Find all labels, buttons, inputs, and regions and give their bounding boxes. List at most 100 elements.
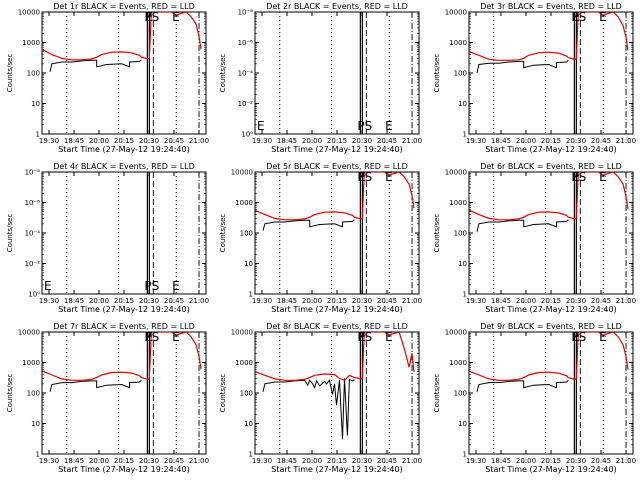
panel-title: Det 6r BLACK = Events, RED = LLD: [480, 162, 622, 171]
y-tick-label: 10000: [231, 169, 253, 177]
x-tick-label: 20:45: [591, 297, 611, 305]
y-axis-title: Counts/sec: [6, 214, 14, 253]
x-tick-label: 18:45: [277, 297, 297, 305]
panel-title: Det 2r BLACK = Events, RED = LLD: [266, 2, 408, 11]
marker-label-e: E: [145, 330, 153, 344]
y-tick-label: 10⁰: [241, 131, 253, 139]
panel-2: Det 2r BLACK = Events, RED = LLD 10⁰ 10⁻² 1…: [219, 2, 422, 154]
x-tick-label: 20:15: [114, 137, 134, 145]
y-tick-label: 10⁻⁴: [25, 230, 41, 238]
panel-9: Det 9r BLACK = Events, RED = LLD 1 10 100 10…: [433, 322, 636, 474]
x-tick-label: 20:00: [302, 297, 322, 305]
marker-label-ps: PS: [571, 10, 586, 24]
x-tick-label: 20:45: [377, 137, 397, 145]
x-tick-label: 18:45: [64, 297, 84, 305]
y-tick-label: 10⁻⁶: [238, 39, 254, 47]
y-tick-label: 1: [36, 131, 40, 139]
marker-label-e: E: [358, 330, 366, 344]
x-tick-label: 21:00: [616, 137, 636, 145]
y-tick-label: 1: [463, 291, 467, 299]
x-tick-label: 20:45: [591, 137, 611, 145]
y-tick-label: 10: [244, 260, 253, 268]
y-tick-label: 10: [244, 420, 253, 428]
y-tick-label: 1: [36, 451, 40, 459]
y-tick-label: 1000: [449, 199, 467, 207]
x-tick-label: 19:30: [252, 137, 272, 145]
marker-label-ps: PS: [357, 170, 372, 184]
y-tick-label: 10: [31, 100, 40, 108]
x-tick-label: 20:30: [352, 297, 372, 305]
panel-title: Det 3r BLACK = Events, RED = LLD: [480, 2, 622, 11]
events-series-line: [476, 219, 569, 232]
x-tick-label: 19:30: [466, 137, 486, 145]
x-tick-label: 18:45: [64, 457, 84, 465]
x-tick-label: 19:30: [39, 137, 59, 145]
x-tick-label: 19:30: [252, 457, 272, 465]
x-tick-label: 20:15: [541, 137, 561, 145]
panel-7: Det 7r BLACK = Events, RED = LLD 1 10 100 10…: [6, 322, 209, 474]
lld-series-line: [42, 332, 202, 381]
lld-series-line: [255, 172, 415, 221]
marker-label-e: E: [572, 330, 580, 344]
events-series-line: [476, 59, 569, 74]
y-tick-label: 10000: [445, 329, 467, 337]
y-tick-label: 1000: [235, 199, 253, 207]
x-tick-label: 20:00: [516, 137, 536, 145]
panel-8: Det 8r BLACK = Events, RED = LLD 1 10 100 10…: [219, 322, 422, 474]
marker-label-e-late: E: [599, 10, 607, 24]
x-tick-label: 20:30: [566, 137, 586, 145]
x-axis-title: Start Time (27-May-12 19:24:40): [58, 305, 189, 314]
y-tick-label: 10000: [18, 329, 40, 337]
y-tick-label: 1000: [449, 359, 467, 367]
x-tick-label: 20:15: [327, 297, 347, 305]
x-tick-label: 20:30: [139, 457, 159, 465]
lld-series-line: [469, 12, 629, 61]
x-tick-label: 20:45: [377, 457, 397, 465]
lld-series-line: [255, 332, 415, 382]
panel-6: Det 6r BLACK = Events, RED = LLD 1 10 100 10…: [433, 162, 636, 314]
y-axis-title: Counts/sec: [433, 214, 441, 253]
x-tick-label: 20:00: [89, 137, 109, 145]
x-tick-label: 20:15: [327, 457, 347, 465]
x-tick-label: 20:00: [302, 457, 322, 465]
x-tick-label: 20:45: [164, 297, 184, 305]
x-tick-label: 20:45: [377, 297, 397, 305]
x-tick-label: 20:00: [516, 297, 536, 305]
y-tick-label: 1: [463, 131, 467, 139]
x-tick-label: 18:45: [491, 137, 511, 145]
x-tick-label: 19:30: [466, 297, 486, 305]
y-tick-label: 10⁻²: [238, 100, 254, 108]
x-axis-title: Start Time (27-May-12 19:24:40): [271, 305, 402, 314]
marker-label-e-late: E: [599, 330, 607, 344]
x-tick-label: 21:00: [189, 137, 209, 145]
y-tick-label: 10000: [445, 169, 467, 177]
y-tick-label: 1000: [235, 359, 253, 367]
x-tick-label: 21:00: [402, 457, 422, 465]
marker-label-ps: PS: [144, 279, 159, 293]
panel-title: Det 8r BLACK = Events, RED = LLD: [266, 322, 408, 331]
marker-label-e: E: [257, 119, 265, 133]
x-tick-label: 20:00: [89, 457, 109, 465]
x-tick-label: 21:00: [616, 457, 636, 465]
y-tick-label: 10: [31, 420, 40, 428]
x-tick-label: 21:00: [616, 297, 636, 305]
marker-label-e: E: [145, 10, 153, 24]
x-tick-label: 18:45: [491, 297, 511, 305]
marker-label-ps: PS: [571, 330, 586, 344]
x-tick-label: 20:15: [541, 297, 561, 305]
y-tick-label: 100: [240, 230, 253, 238]
x-axis-title: Start Time (27-May-12 19:24:40): [485, 465, 616, 474]
y-axis-title: Counts/sec: [433, 54, 441, 93]
x-tick-label: 20:15: [541, 457, 561, 465]
x-tick-label: 21:00: [402, 297, 422, 305]
y-tick-label: 1: [249, 451, 253, 459]
marker-label-e-late: E: [172, 330, 180, 344]
lld-series-line: [469, 332, 629, 381]
y-axis-title: Counts/sec: [219, 214, 227, 253]
x-axis-title: Start Time (27-May-12 19:24:40): [485, 305, 616, 314]
events-series-line: [49, 379, 142, 392]
y-axis-title: Counts/sec: [6, 54, 14, 93]
y-tick-label: 1: [249, 291, 253, 299]
y-tick-label: 10⁻⁴: [238, 70, 254, 78]
y-tick-label: 10: [458, 260, 467, 268]
